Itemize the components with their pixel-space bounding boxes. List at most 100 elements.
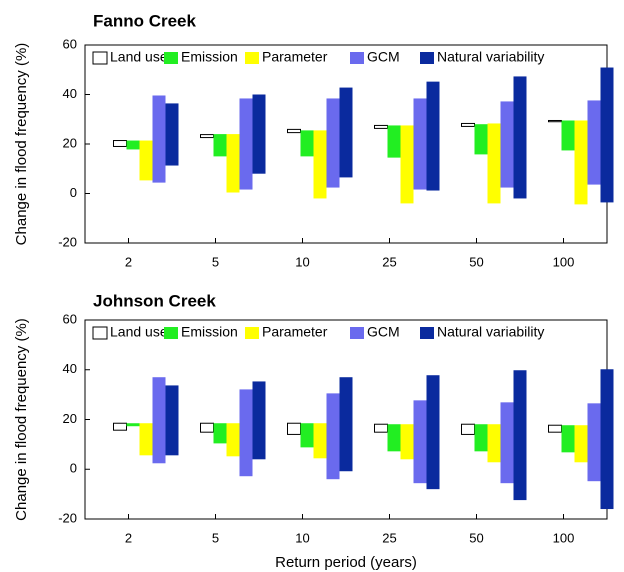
x-tick-label: 10 bbox=[295, 530, 309, 545]
legend-swatch bbox=[164, 52, 178, 64]
y-tick-label: 20 bbox=[63, 411, 77, 426]
range-bar bbox=[139, 423, 153, 456]
range-bar bbox=[461, 122, 475, 127]
range-bar bbox=[326, 393, 340, 480]
y-axis-label: Change in flood frequency (%) bbox=[13, 43, 30, 246]
x-tick-label: 5 bbox=[212, 530, 219, 545]
y-axis-label: Change in flood frequency (%) bbox=[13, 318, 30, 521]
y-tick-label: -20 bbox=[58, 510, 77, 525]
range-bar bbox=[165, 385, 179, 456]
chart-title: Fanno Creek bbox=[93, 11, 197, 30]
range-bar bbox=[587, 100, 601, 185]
legend-label: Natural variability bbox=[437, 324, 544, 340]
range-bar bbox=[574, 120, 588, 205]
range-bar bbox=[600, 369, 614, 510]
range-bar bbox=[152, 95, 166, 183]
x-axis-label: Return period (years) bbox=[275, 554, 417, 571]
x-tick-label: 100 bbox=[553, 254, 575, 269]
x-tick-label: 25 bbox=[382, 530, 396, 545]
range-bar bbox=[500, 402, 514, 484]
legend-swatch bbox=[164, 327, 178, 339]
range-bar bbox=[474, 424, 488, 452]
range-bar bbox=[487, 123, 501, 204]
range-bar bbox=[561, 120, 575, 151]
range-bar bbox=[374, 423, 388, 433]
range-bar bbox=[339, 87, 353, 178]
x-tick-label: 50 bbox=[469, 254, 483, 269]
legend-label: Land use bbox=[110, 324, 168, 340]
range-bar bbox=[574, 425, 588, 463]
range-bar bbox=[513, 370, 527, 501]
chart-title: Johnson Creek bbox=[93, 291, 216, 310]
y-tick-label: 60 bbox=[63, 311, 77, 326]
legend-swatch bbox=[420, 52, 434, 64]
range-bar bbox=[152, 377, 166, 464]
range-bar bbox=[313, 423, 327, 459]
y-tick-label: 0 bbox=[70, 185, 77, 200]
range-bar bbox=[561, 425, 575, 453]
range-bar bbox=[413, 98, 427, 190]
range-bar bbox=[600, 67, 614, 203]
range-bar bbox=[252, 94, 266, 174]
range-bar bbox=[113, 140, 127, 147]
y-tick-label: 40 bbox=[63, 361, 77, 376]
range-bar bbox=[287, 128, 301, 134]
range-bar bbox=[287, 422, 301, 435]
range-bar bbox=[226, 423, 240, 457]
range-bar bbox=[374, 124, 388, 129]
range-bar bbox=[339, 377, 353, 472]
range-bar bbox=[426, 375, 440, 490]
range-bar bbox=[226, 134, 240, 193]
range-bar bbox=[213, 423, 227, 444]
legend-label: GCM bbox=[367, 324, 400, 340]
legend-label: Parameter bbox=[262, 324, 328, 340]
range-bar bbox=[548, 119, 562, 123]
range-bar bbox=[426, 81, 440, 191]
x-tick-label: 10 bbox=[295, 254, 309, 269]
legend-label: Emission bbox=[181, 324, 238, 340]
range-bar bbox=[413, 400, 427, 484]
range-bar bbox=[500, 101, 514, 188]
range-bar bbox=[513, 76, 527, 199]
range-bar bbox=[213, 134, 227, 157]
x-tick-label: 25 bbox=[382, 254, 396, 269]
legend-swatch bbox=[245, 52, 259, 64]
range-bar bbox=[461, 423, 475, 435]
legend-label: Land use bbox=[110, 49, 168, 65]
range-bar bbox=[139, 140, 153, 181]
legend-label: Natural variability bbox=[437, 49, 544, 65]
range-bar bbox=[474, 124, 488, 155]
legend-swatch bbox=[350, 52, 364, 64]
x-tick-label: 5 bbox=[212, 254, 219, 269]
legend-label: Emission bbox=[181, 49, 238, 65]
legend-swatch bbox=[420, 327, 434, 339]
range-bar bbox=[387, 424, 401, 452]
x-tick-label: 50 bbox=[469, 530, 483, 545]
range-bar bbox=[113, 422, 127, 431]
range-bar bbox=[326, 98, 340, 188]
range-bar bbox=[387, 125, 401, 158]
legend-swatch bbox=[92, 51, 108, 65]
range-bar bbox=[487, 424, 501, 463]
range-bar bbox=[126, 423, 140, 427]
x-tick-label: 2 bbox=[125, 254, 132, 269]
range-bar bbox=[587, 403, 601, 482]
range-bar bbox=[300, 130, 314, 157]
legend-swatch bbox=[245, 327, 259, 339]
range-bar bbox=[548, 424, 562, 433]
range-bar bbox=[200, 422, 214, 433]
range-bar bbox=[252, 381, 266, 460]
y-tick-label: 60 bbox=[63, 36, 77, 51]
x-tick-label: 2 bbox=[125, 530, 132, 545]
legend-swatch bbox=[350, 327, 364, 339]
range-bar bbox=[313, 130, 327, 199]
legend-label: Parameter bbox=[262, 49, 328, 65]
x-tick-label: 100 bbox=[553, 530, 575, 545]
y-tick-label: 20 bbox=[63, 135, 77, 150]
range-bar bbox=[165, 103, 179, 166]
range-bar bbox=[126, 140, 140, 150]
y-tick-label: 0 bbox=[70, 461, 77, 476]
range-bar bbox=[400, 424, 414, 460]
